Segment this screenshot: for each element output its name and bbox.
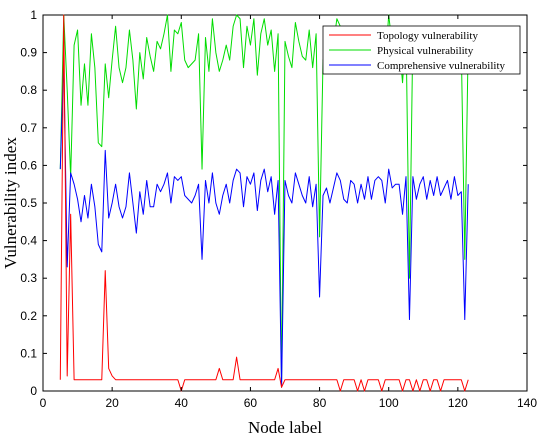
y-tick-label: 0 xyxy=(30,384,37,398)
x-tick-label: 40 xyxy=(175,396,189,410)
legend-label-comprehensive: Comprehensive vulnerability xyxy=(377,60,505,72)
ticks-layer: 0 20 40 60 80 100 120 140 0 0.1 0.2 0.3 0.4 0.5 0.6 0.7… xyxy=(20,8,537,410)
y-axis-label: Vulnerability index xyxy=(1,137,20,269)
y-tick-label: 0.3 xyxy=(20,271,37,285)
series-comprehensive xyxy=(59,59,469,388)
y-tick-label: 0.1 xyxy=(20,346,37,360)
legend: Topology vulnerability Physical vulnerab… xyxy=(322,25,521,75)
x-tick-label: 60 xyxy=(244,396,258,410)
legend-label-physical: Physical vulnerability xyxy=(377,45,474,57)
y-tick-label: 0.2 xyxy=(20,309,37,323)
x-tick-label: 140 xyxy=(517,396,537,410)
y-tick-label: 0.8 xyxy=(20,83,37,97)
x-tick-label: 80 xyxy=(313,396,327,410)
x-tick-label: 0 xyxy=(40,396,47,410)
x-tick-label: 20 xyxy=(105,396,119,410)
legend-label-topology: Topology vulnerability xyxy=(377,30,478,42)
y-tick-label: 0.9 xyxy=(20,46,37,60)
y-tick-label: 1 xyxy=(30,8,37,22)
y-tick-label: 0.4 xyxy=(20,234,37,248)
x-axis-label: Node label xyxy=(248,418,322,437)
y-tick-label: 0.7 xyxy=(20,121,37,135)
y-tick-label: 0.5 xyxy=(20,196,37,210)
y-tick-label: 0.6 xyxy=(20,158,37,172)
x-tick-label: 120 xyxy=(448,396,468,410)
series-topology xyxy=(59,14,469,392)
x-tick-label: 100 xyxy=(379,396,399,410)
